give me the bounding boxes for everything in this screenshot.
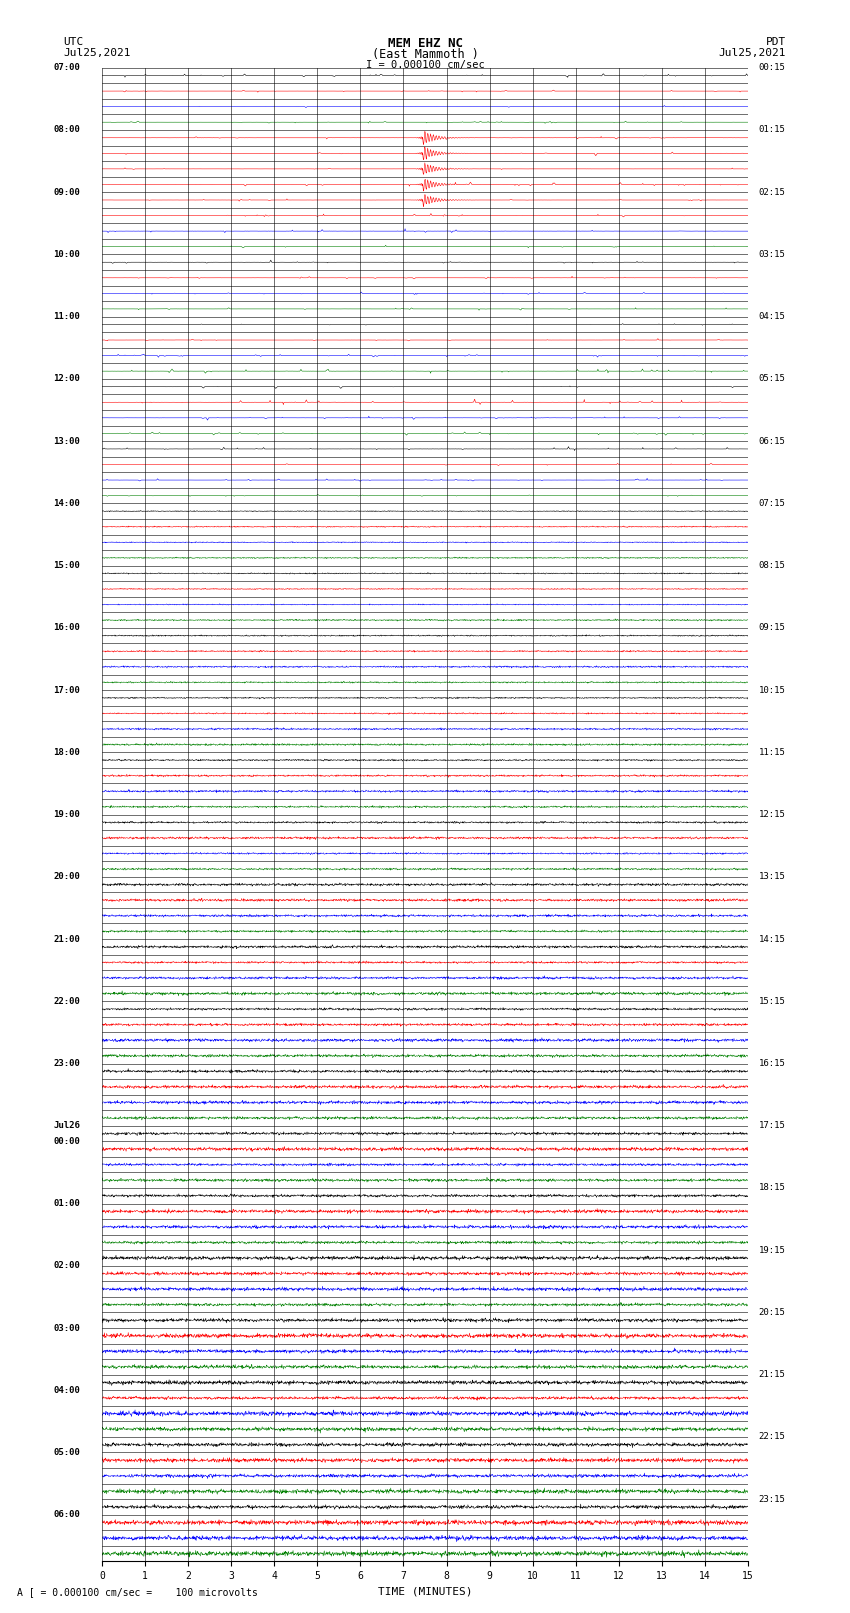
Text: 03:00: 03:00 bbox=[54, 1324, 81, 1332]
Text: 16:15: 16:15 bbox=[759, 1060, 785, 1068]
Text: 16:00: 16:00 bbox=[54, 623, 81, 632]
Text: MEM EHZ NC: MEM EHZ NC bbox=[388, 37, 462, 50]
Text: 09:00: 09:00 bbox=[54, 187, 81, 197]
Text: 05:15: 05:15 bbox=[759, 374, 785, 384]
Text: 07:00: 07:00 bbox=[54, 63, 81, 73]
Text: 18:15: 18:15 bbox=[759, 1184, 785, 1192]
Text: 23:15: 23:15 bbox=[759, 1495, 785, 1503]
Text: (East Mammoth ): (East Mammoth ) bbox=[371, 48, 479, 61]
Text: Jul26: Jul26 bbox=[54, 1121, 81, 1131]
Text: 01:15: 01:15 bbox=[759, 126, 785, 134]
Text: Jul25,2021: Jul25,2021 bbox=[64, 48, 131, 58]
Text: 05:00: 05:00 bbox=[54, 1448, 81, 1457]
Text: 19:15: 19:15 bbox=[759, 1245, 785, 1255]
Text: 09:15: 09:15 bbox=[759, 623, 785, 632]
Text: 21:15: 21:15 bbox=[759, 1369, 785, 1379]
Text: 06:00: 06:00 bbox=[54, 1510, 81, 1519]
Text: 17:00: 17:00 bbox=[54, 686, 81, 695]
Text: 13:15: 13:15 bbox=[759, 873, 785, 881]
Text: 07:15: 07:15 bbox=[759, 498, 785, 508]
Text: 01:00: 01:00 bbox=[54, 1198, 81, 1208]
Text: 19:00: 19:00 bbox=[54, 810, 81, 819]
Text: Jul25,2021: Jul25,2021 bbox=[719, 48, 786, 58]
Text: 00:00: 00:00 bbox=[54, 1137, 81, 1145]
Text: 17:15: 17:15 bbox=[759, 1121, 785, 1131]
Text: PDT: PDT bbox=[766, 37, 786, 47]
Text: 22:15: 22:15 bbox=[759, 1432, 785, 1442]
Text: 20:15: 20:15 bbox=[759, 1308, 785, 1316]
Text: 10:15: 10:15 bbox=[759, 686, 785, 695]
Text: 15:15: 15:15 bbox=[759, 997, 785, 1007]
X-axis label: TIME (MINUTES): TIME (MINUTES) bbox=[377, 1587, 473, 1597]
Text: 03:15: 03:15 bbox=[759, 250, 785, 260]
Text: 14:15: 14:15 bbox=[759, 934, 785, 944]
Text: 12:00: 12:00 bbox=[54, 374, 81, 384]
Text: 02:00: 02:00 bbox=[54, 1261, 81, 1271]
Text: 21:00: 21:00 bbox=[54, 934, 81, 944]
Text: 11:00: 11:00 bbox=[54, 313, 81, 321]
Text: 23:00: 23:00 bbox=[54, 1060, 81, 1068]
Text: 08:15: 08:15 bbox=[759, 561, 785, 569]
Text: 14:00: 14:00 bbox=[54, 498, 81, 508]
Text: I = 0.000100 cm/sec: I = 0.000100 cm/sec bbox=[366, 60, 484, 69]
Text: 15:00: 15:00 bbox=[54, 561, 81, 569]
Text: 20:00: 20:00 bbox=[54, 873, 81, 881]
Text: 13:00: 13:00 bbox=[54, 437, 81, 445]
Text: 10:00: 10:00 bbox=[54, 250, 81, 260]
Text: 06:15: 06:15 bbox=[759, 437, 785, 445]
Text: 22:00: 22:00 bbox=[54, 997, 81, 1007]
Text: UTC: UTC bbox=[64, 37, 84, 47]
Text: A [ = 0.000100 cm/sec =    100 microvolts: A [ = 0.000100 cm/sec = 100 microvolts bbox=[17, 1587, 258, 1597]
Text: 04:00: 04:00 bbox=[54, 1386, 81, 1395]
Text: 11:15: 11:15 bbox=[759, 748, 785, 756]
Text: 02:15: 02:15 bbox=[759, 187, 785, 197]
Text: 00:15: 00:15 bbox=[759, 63, 785, 73]
Text: 12:15: 12:15 bbox=[759, 810, 785, 819]
Text: 04:15: 04:15 bbox=[759, 313, 785, 321]
Text: 08:00: 08:00 bbox=[54, 126, 81, 134]
Text: 18:00: 18:00 bbox=[54, 748, 81, 756]
